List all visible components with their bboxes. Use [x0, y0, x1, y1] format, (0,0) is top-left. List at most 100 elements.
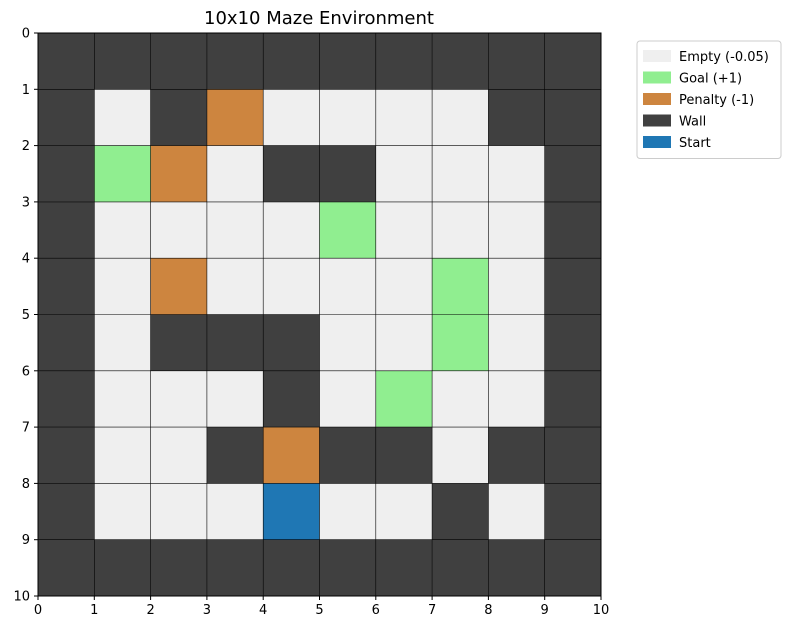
x-tick-label-8: 8: [484, 603, 492, 618]
legend-swatch-3: [643, 114, 671, 127]
maze-cell-r0-c7: [432, 33, 489, 90]
maze-cell-r4-c8: [488, 258, 545, 315]
maze-cell-r5-c1: [94, 314, 151, 371]
maze-cell-r9-c3: [206, 539, 264, 596]
maze-cell-r8-c3: [206, 483, 264, 540]
maze-cell-r9-c1: [94, 539, 151, 596]
y-tick-label-1: 1: [22, 83, 30, 98]
maze-cell-r8-c5: [319, 483, 376, 540]
maze-cell-r2-c9: [544, 145, 601, 202]
maze-cell-r8-c0: [38, 483, 95, 540]
legend-swatch-2: [643, 93, 671, 105]
maze-cell-r0-c1: [94, 33, 151, 90]
x-tick-label-0: 0: [34, 603, 42, 618]
maze-cell-r1-c3: [206, 89, 264, 146]
maze-cell-r0-c8: [488, 33, 545, 90]
maze-cell-r0-c9: [544, 33, 601, 90]
maze-cell-r2-c2: [150, 145, 207, 202]
maze-cell-r9-c6: [375, 539, 433, 596]
maze-cell-r7-c0: [38, 427, 95, 484]
maze-cell-r1-c9: [544, 89, 601, 146]
y-tick-label-4: 4: [22, 252, 30, 267]
chart-title: 10x10 Maze Environment: [204, 8, 434, 29]
maze-cell-r5-c4: [263, 314, 320, 371]
maze-cell-r7-c1: [94, 427, 151, 484]
maze-cell-r2-c5: [319, 145, 376, 202]
maze-cell-r8-c2: [150, 483, 207, 540]
maze-cell-r6-c2: [150, 370, 207, 428]
maze-cell-r0-c0: [38, 33, 95, 90]
maze-cell-r0-c5: [319, 33, 376, 90]
x-axis: 0 1 2 3 4 5 6 7 8 9 10: [34, 596, 609, 618]
legend-label-0: Empty (-0.05): [679, 50, 769, 65]
x-tick-label-4: 4: [259, 603, 267, 618]
maze-cell-r2-c8: [488, 145, 545, 202]
maze-cell-r3-c0: [38, 201, 95, 259]
maze-cell-r2-c7: [432, 145, 489, 202]
y-tick-label-5: 5: [22, 308, 30, 323]
maze-cell-r5-c0: [38, 314, 95, 371]
maze-cell-r1-c6: [375, 89, 433, 146]
legend-box: [636, 40, 782, 159]
maze-cell-r9-c5: [319, 539, 376, 596]
maze-cell-r2-c1: [94, 145, 151, 202]
maze-cell-r4-c0: [38, 258, 95, 315]
y-tick-label-0: 0: [22, 27, 30, 42]
y-tick-label-9: 9: [22, 533, 30, 548]
y-tick-label-3: 3: [22, 195, 30, 210]
maze-cell-r3-c8: [488, 201, 545, 259]
maze-cell-r4-c9: [544, 258, 601, 315]
legend-label-2: Penalty (-1): [679, 93, 754, 108]
maze-cell-r4-c6: [375, 258, 433, 315]
maze-cell-r7-c6: [375, 427, 433, 484]
legend-swatch-4: [643, 136, 671, 148]
maze-cell-r3-c6: [375, 201, 433, 259]
maze-cell-r1-c1: [94, 89, 151, 146]
maze-cell-r5-c6: [375, 314, 433, 371]
maze-cell-r4-c1: [94, 258, 151, 315]
maze-cell-r9-c8: [488, 539, 545, 596]
maze-cell-r7-c3: [206, 427, 264, 484]
maze-cell-r6-c6: [375, 370, 433, 428]
maze-cell-r5-c7: [432, 314, 489, 371]
maze-cell-r8-c4: [263, 483, 320, 540]
maze-cell-r4-c2: [150, 258, 207, 315]
maze-cell-r4-c4: [263, 258, 320, 315]
maze-cell-r9-c4: [263, 539, 320, 596]
maze-cell-r0-c3: [206, 33, 264, 90]
maze-cell-r9-c2: [150, 539, 207, 596]
maze-cells: [38, 33, 601, 596]
y-tick-label-2: 2: [22, 139, 30, 154]
x-tick-label-1: 1: [90, 603, 98, 618]
maze-cell-r9-c7: [432, 539, 489, 596]
maze-cell-r8-c8: [488, 483, 545, 540]
x-tick-label-2: 2: [146, 603, 154, 618]
maze-cell-r6-c1: [94, 370, 151, 428]
maze-cell-r7-c7: [432, 427, 489, 484]
maze-cell-r8-c1: [94, 483, 151, 540]
y-tick-label-10: 10: [13, 590, 30, 605]
legend: Empty (-0.05) Goal (+1) Penalty (-1) Wall St…: [636, 40, 782, 159]
maze-cell-r4-c3: [206, 258, 264, 315]
maze-cell-r0-c6: [375, 33, 433, 90]
maze-cell-r3-c2: [150, 201, 207, 259]
maze-cell-r5-c3: [206, 314, 264, 371]
x-tick-label-7: 7: [428, 603, 436, 618]
legend-label-3: Wall: [679, 115, 706, 130]
maze-cell-r4-c5: [319, 258, 376, 315]
maze-cell-r3-c5: [319, 201, 376, 259]
x-tick-label-9: 9: [541, 603, 549, 618]
legend-label-4: Start: [679, 136, 711, 151]
maze-cell-r1-c2: [150, 89, 207, 146]
maze-cell-r1-c0: [38, 89, 95, 146]
x-tick-label-3: 3: [203, 603, 211, 618]
y-tick-label-8: 8: [22, 477, 30, 492]
maze-cell-r9-c9: [544, 539, 601, 596]
legend-label-1: Goal (+1): [679, 72, 742, 87]
maze-cell-r6-c3: [206, 370, 264, 428]
y-tick-label-7: 7: [22, 421, 30, 436]
maze-cell-r6-c9: [544, 370, 601, 428]
legend-swatch-0: [643, 50, 671, 62]
maze-cell-r1-c8: [488, 89, 545, 146]
maze-cell-r6-c0: [38, 370, 95, 428]
